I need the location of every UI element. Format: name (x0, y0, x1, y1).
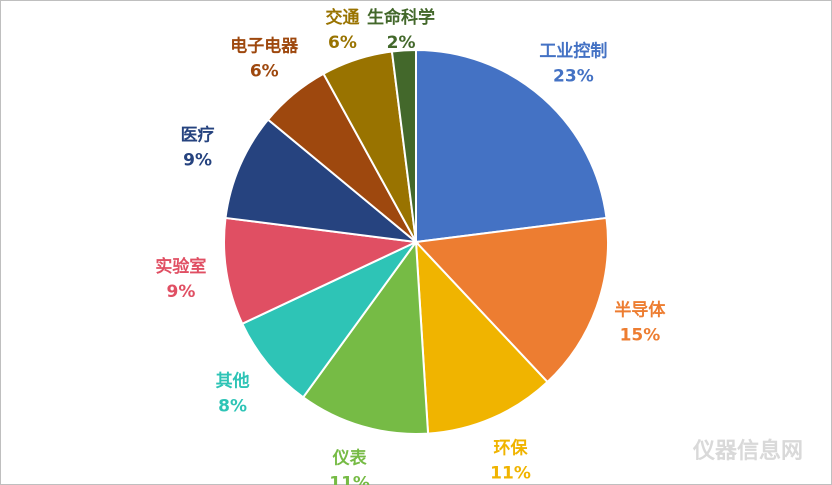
pie-slice (390, 48, 417, 243)
pie-slice (223, 216, 420, 326)
value-label: 11% (329, 474, 370, 485)
pie-slice (240, 241, 417, 399)
slice-label: 工业控制 (539, 40, 607, 61)
value-label: 9% (166, 282, 195, 302)
value-label: 23% (553, 66, 594, 86)
slice-label: 仪表 (332, 448, 368, 469)
slice-label: 电子电器 (230, 36, 299, 57)
value-label: 2% (387, 33, 416, 53)
value-label: 15% (620, 326, 661, 346)
value-label: 6% (328, 33, 357, 53)
pie-slice (301, 239, 430, 435)
value-label: 11% (490, 463, 531, 483)
slice-label: 其他 (216, 371, 250, 392)
pie-slice (224, 118, 420, 244)
slice-label: 半导体 (614, 300, 666, 321)
pie-slice (414, 239, 549, 435)
watermark: 仪器信息网 (692, 438, 803, 464)
slice-label: 医疗 (181, 124, 215, 145)
slice-label: 交通 (325, 7, 359, 28)
pie-slice (413, 216, 609, 384)
slice-label: 实验室 (155, 256, 206, 277)
value-label: 6% (250, 62, 279, 82)
pie-slice (415, 48, 608, 244)
slice-label: 环保 (494, 437, 529, 458)
value-label: 9% (183, 150, 212, 170)
value-label: 8% (218, 397, 247, 417)
slice-label: 生命科学 (367, 7, 435, 28)
